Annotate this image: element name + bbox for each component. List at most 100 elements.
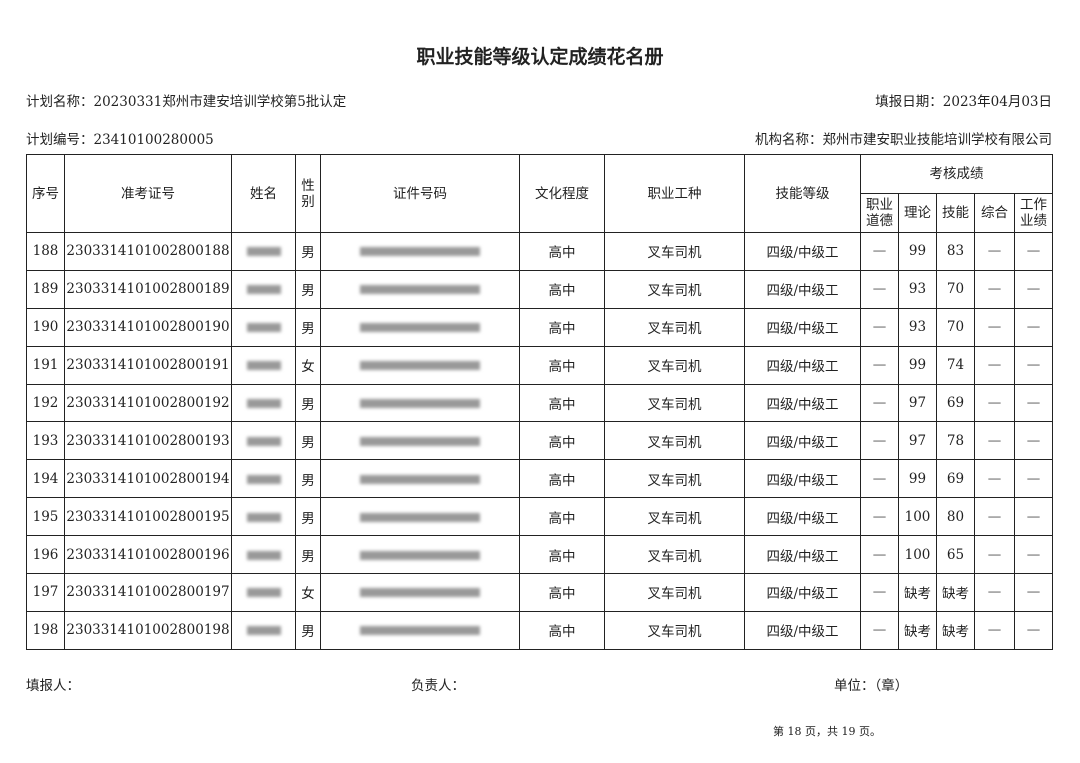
name-cell-redacted (231, 573, 296, 612)
comprehensive-cell: — (974, 573, 1015, 612)
filler-label: 填报人： (26, 678, 80, 694)
gender-cell: 男 (295, 535, 321, 575)
table-row: 197 2303314101002800197 女高中 叉车司机 四级/中级工 — 缺考 缺考… (26, 573, 1053, 612)
id-number-cell-redacted (320, 269, 520, 309)
name-cell-redacted (231, 345, 296, 385)
table-row: 194 2303314101002800194 男高中 叉车司机 四级/中级工 —99 69… (26, 459, 1053, 499)
skill-cell: 69 (936, 459, 975, 499)
level-cell: 四级/中级工 (744, 232, 861, 271)
level-cell: 四级/中级工 (744, 459, 861, 499)
ticket-cell: 2303314101002800188 (64, 232, 232, 271)
occupation-cell: 叉车司机 (604, 307, 745, 347)
performance-cell: — (1014, 610, 1053, 650)
performance-cell: — (1014, 232, 1053, 271)
document-title: 职业技能等级认定成绩花名册 (416, 46, 664, 68)
header-ticket: 准考证号 (64, 154, 232, 233)
id-number-cell-redacted (320, 459, 520, 499)
name-cell-redacted (231, 307, 296, 347)
redacted-name (246, 474, 281, 484)
seq-cell: 192 (26, 383, 65, 423)
ticket-cell: 2303314101002800198 (64, 610, 232, 650)
occupation-cell: 叉车司机 (604, 497, 745, 537)
seq-cell: 197 (26, 573, 65, 612)
occupation-cell: 叉车司机 (604, 345, 745, 385)
name-cell-redacted (231, 383, 296, 423)
education-cell: 高中 (519, 307, 605, 347)
ethics-cell: — (860, 345, 899, 385)
level-cell: 四级/中级工 (744, 383, 861, 423)
ethics-cell: — (860, 269, 899, 309)
header-education: 文化程度 (519, 154, 605, 233)
redacted-name (246, 361, 281, 371)
skill-cell: 78 (936, 421, 975, 461)
gender-cell: 女 (295, 573, 321, 612)
name-cell-redacted (231, 269, 296, 309)
ethics-cell: — (860, 459, 899, 499)
seq-cell: 195 (26, 497, 65, 537)
table-row: 188 2303314101002800188 男高中 叉车司机 四级/中级工 —99 83… (26, 232, 1053, 271)
header-id-number: 证件号码 (320, 154, 520, 233)
comprehensive-cell: — (974, 497, 1015, 537)
gender-cell: 男 (295, 497, 321, 537)
id-number-cell-redacted (320, 610, 520, 650)
id-number-cell-redacted (320, 383, 520, 423)
redacted-id (360, 550, 480, 560)
header-skill-level: 技能等级 (744, 154, 861, 233)
education-cell: 高中 (519, 573, 605, 612)
header-occupation: 职业工种 (604, 154, 745, 233)
ticket-cell: 2303314101002800191 (64, 345, 232, 385)
skill-cell: 65 (936, 535, 975, 575)
redacted-name (246, 285, 281, 295)
ethics-cell: — (860, 232, 899, 271)
level-cell: 四级/中级工 (744, 535, 861, 575)
level-cell: 四级/中级工 (744, 269, 861, 309)
id-number-cell-redacted (320, 307, 520, 347)
education-cell: 高中 (519, 269, 605, 309)
ticket-cell: 2303314101002800190 (64, 307, 232, 347)
org-name: 机构名称：郑州市建安职业技能培训学校有限公司 (755, 132, 1052, 148)
id-number-cell-redacted (320, 345, 520, 385)
seq-cell: 193 (26, 421, 65, 461)
ethics-cell: — (860, 383, 899, 423)
redacted-name (246, 588, 281, 598)
ethics-cell: — (860, 610, 899, 650)
theory-cell: 99 (898, 232, 937, 271)
plan-number: 计划编号：23410100280005 (26, 132, 214, 148)
skill-cell: 74 (936, 345, 975, 385)
education-cell: 高中 (519, 610, 605, 650)
id-number-cell-redacted (320, 497, 520, 537)
seq-cell: 196 (26, 535, 65, 575)
redacted-id (360, 626, 480, 636)
redacted-name (246, 436, 281, 446)
performance-cell: — (1014, 269, 1053, 309)
header-scores: 考核成绩 (860, 154, 1053, 194)
performance-cell: — (1014, 421, 1053, 461)
performance-cell: — (1014, 535, 1053, 575)
theory-cell: 97 (898, 421, 937, 461)
performance-cell: — (1014, 383, 1053, 423)
education-cell: 高中 (519, 421, 605, 461)
redacted-name (246, 323, 281, 333)
seq-cell: 189 (26, 269, 65, 309)
performance-cell: — (1014, 307, 1053, 347)
level-cell: 四级/中级工 (744, 307, 861, 347)
ticket-cell: 2303314101002800189 (64, 269, 232, 309)
skill-cell: 80 (936, 497, 975, 537)
ethics-cell: — (860, 573, 899, 612)
name-cell-redacted (231, 232, 296, 271)
comprehensive-cell: — (974, 269, 1015, 309)
comprehensive-cell: — (974, 383, 1015, 423)
comprehensive-cell: — (974, 307, 1015, 347)
ethics-cell: — (860, 307, 899, 347)
redacted-id (360, 474, 480, 484)
redacted-id (360, 247, 480, 257)
comprehensive-cell: — (974, 421, 1015, 461)
education-cell: 高中 (519, 345, 605, 385)
theory-cell: 缺考 (898, 573, 937, 612)
comprehensive-cell: — (974, 232, 1015, 271)
ethics-cell: — (860, 421, 899, 461)
occupation-cell: 叉车司机 (604, 535, 745, 575)
theory-cell: 97 (898, 383, 937, 423)
performance-cell: — (1014, 459, 1053, 499)
id-number-cell-redacted (320, 421, 520, 461)
